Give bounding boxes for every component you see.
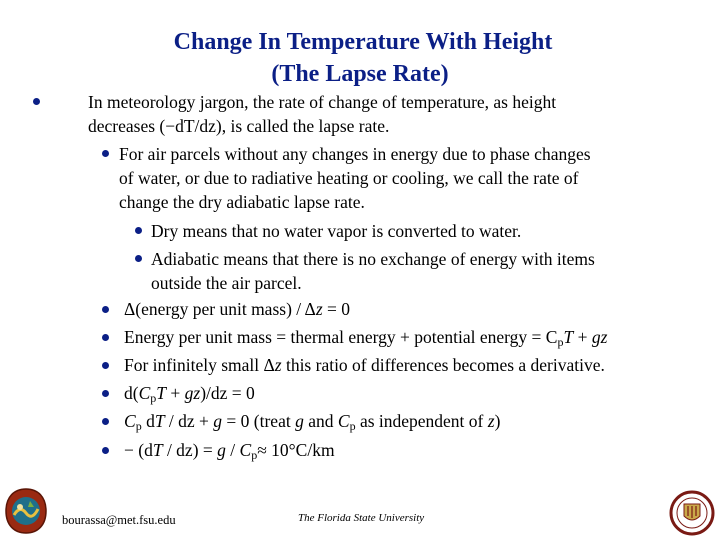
slide-title-line1: Change In Temperature With Height bbox=[173, 29, 553, 55]
bullet-dot bbox=[102, 418, 109, 425]
department-seal-logo bbox=[4, 487, 48, 535]
bullet-text-lapse-rate-line1: In meteorology jargon, the rate of chang… bbox=[88, 92, 557, 112]
bullet-dot bbox=[102, 390, 109, 397]
equation-derivative: d(CpT + gz)/dz = 0 bbox=[124, 383, 255, 405]
equation-lapse-rate-value: − (dT / dz) = g / Cp≈ 10°C/km bbox=[124, 440, 335, 462]
equation-energy-change: Δ(energy per unit mass) / Δz = 0 bbox=[124, 299, 350, 319]
equation-infinitely-small: For infinitely small Δz this ratio of di… bbox=[124, 355, 605, 375]
bullet-dot bbox=[135, 227, 142, 234]
bullet-dot bbox=[102, 306, 109, 313]
bullet-text-adiabatic-meaning-line1: Adiabatic means that there is no exchang… bbox=[151, 249, 595, 269]
bullet-dot bbox=[102, 150, 109, 157]
bullet-dot bbox=[102, 447, 109, 454]
bullet-dot bbox=[102, 334, 109, 341]
bullet-dot bbox=[33, 98, 40, 105]
bullet-text-dry-adiabatic-line2: of water, or due to radiative heating or… bbox=[119, 168, 579, 188]
footer-university: The Florida State University bbox=[298, 512, 425, 524]
slide-title-line2: (The Lapse Rate) bbox=[271, 61, 449, 87]
bullet-dot bbox=[102, 362, 109, 369]
footer-email: bourassa@met.fsu.edu bbox=[62, 513, 176, 527]
bullet-text-dry-meaning: Dry means that no water vapor is convert… bbox=[151, 221, 522, 241]
bullet-text-lapse-rate-line2: decreases (−dT/dz), is called the lapse … bbox=[88, 116, 390, 136]
university-seal-logo bbox=[669, 490, 715, 536]
equation-energy-per-unit-mass: Energy per unit mass = thermal energy + … bbox=[124, 327, 608, 349]
bullet-text-dry-adiabatic-line3: change the dry adiabatic lapse rate. bbox=[119, 192, 365, 212]
bullet-dot bbox=[135, 255, 142, 262]
bullet-text-adiabatic-meaning-line2: outside the air parcel. bbox=[151, 273, 302, 293]
equation-cp-dt: Cp dT / dz + g = 0 (treat g and Cp as in… bbox=[124, 411, 501, 433]
bullet-text-dry-adiabatic-line1: For air parcels without any changes in e… bbox=[119, 144, 591, 164]
